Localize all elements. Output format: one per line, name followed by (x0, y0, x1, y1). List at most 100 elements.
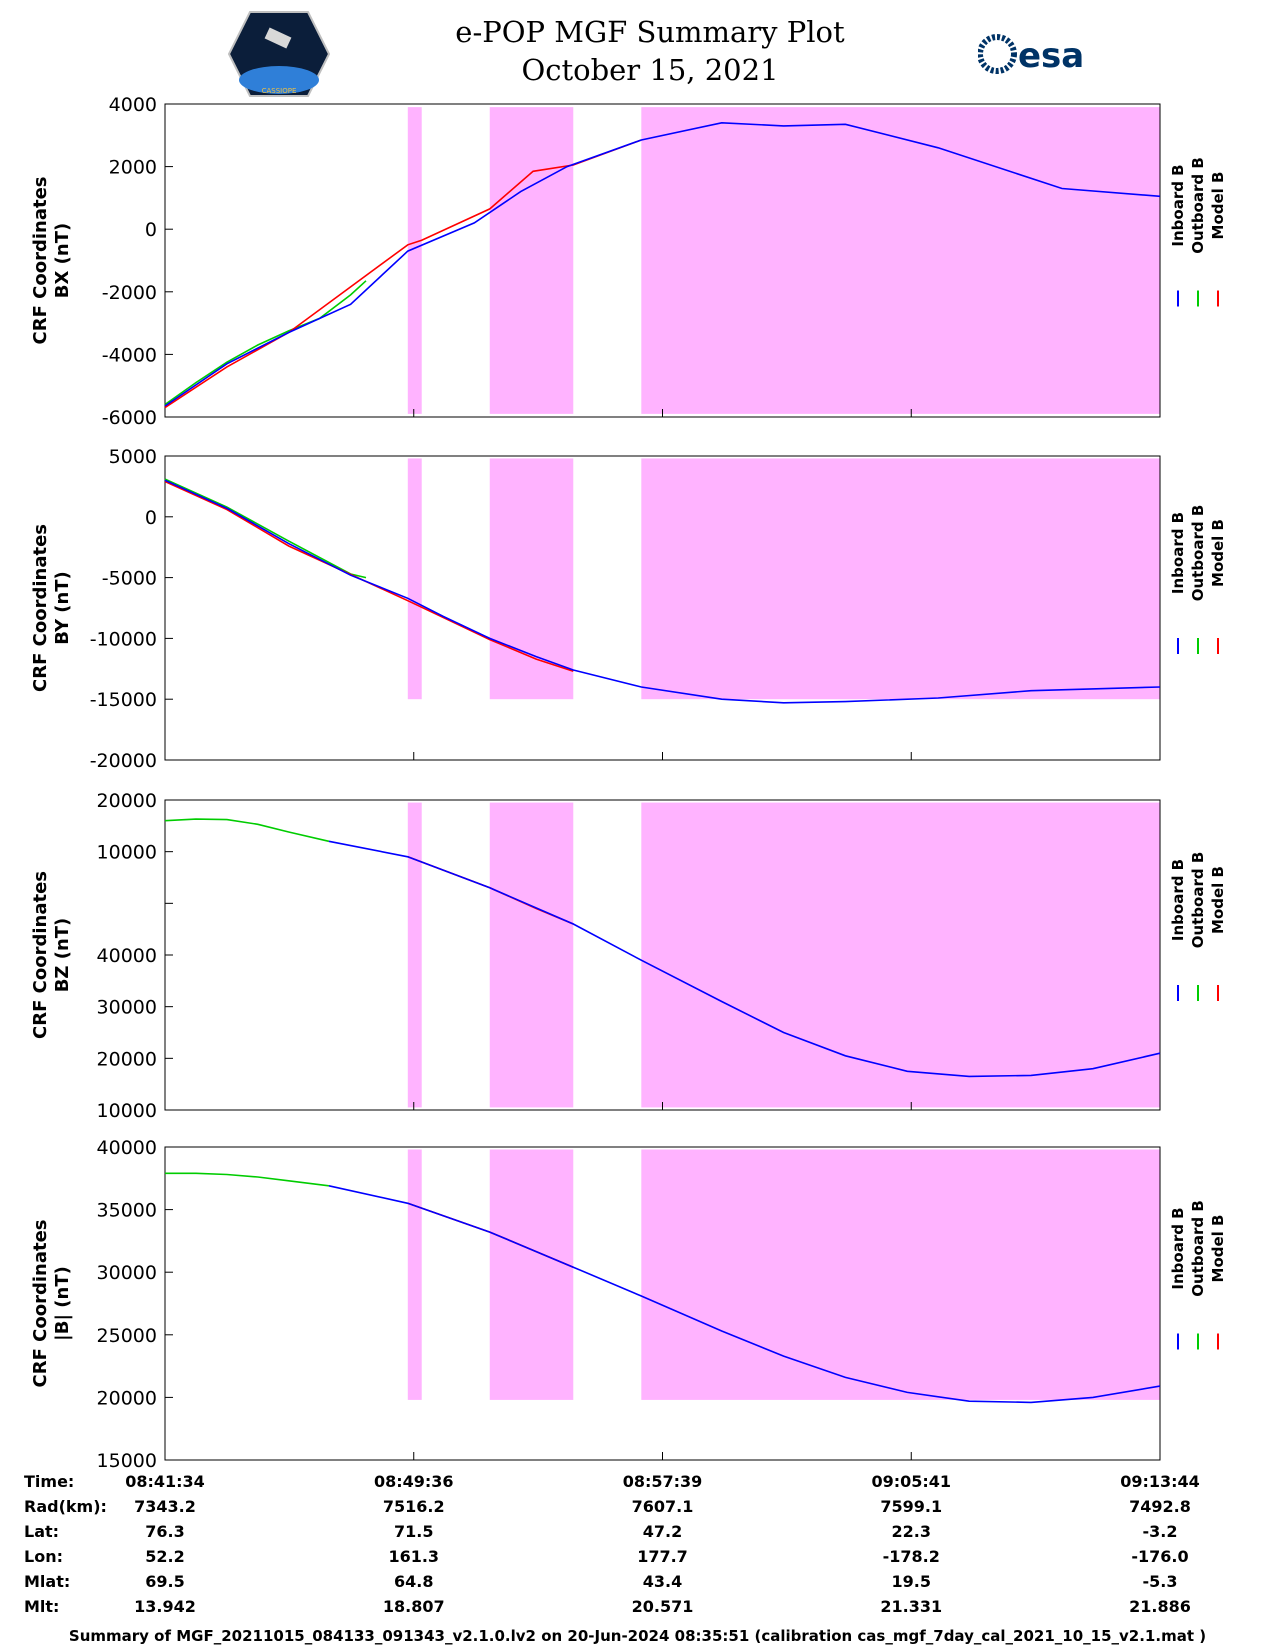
y-tick-label: 2000 (109, 157, 157, 179)
series-line-model-b (164, 480, 574, 672)
ephemeris-value: 177.7 (637, 1547, 688, 1566)
series-line-model-b (164, 139, 642, 409)
y-tick-label: 5000 (109, 446, 157, 468)
y-axis-label-line-1: CRF Coordinates (30, 524, 51, 692)
y-tick-label: 20000 (97, 790, 157, 812)
shaded-interval (489, 1149, 574, 1400)
y-axis-label: CRF CoordinatesBX (nT) (30, 177, 73, 345)
ephemeris-value: 08:49:36 (373, 1472, 454, 1491)
y-tick-label: -4000 (102, 344, 157, 366)
ephemeris-value: 7607.1 (631, 1497, 694, 1516)
ephemeris-value: 47.2 (642, 1522, 683, 1541)
legend-label: Inboard B (1169, 1207, 1187, 1289)
ephemeris-value: 20.571 (631, 1597, 694, 1616)
y-tick-label: 20000 (97, 1048, 157, 1070)
ephemeris-value: 22.3 (891, 1522, 931, 1541)
y-tick-label: 30000 (97, 1262, 157, 1284)
legend-label: Model B (1209, 1215, 1227, 1283)
shaded-interval (641, 802, 1160, 1108)
shaded-interval (407, 1149, 422, 1400)
ephemeris-row-label: Mlt: (24, 1597, 60, 1616)
y-axis-label-line-2: BX (nT) (52, 223, 73, 298)
y-axis-label: CRF Coordinates|B| (nT) (30, 1220, 73, 1388)
shaded-interval (641, 107, 1160, 414)
y-tick-label: -2000 (102, 282, 157, 304)
y-axis-label: CRF CoordinatesBZ (nT) (30, 871, 73, 1039)
shaded-interval (407, 802, 422, 1108)
ephemeris-value: 13.942 (134, 1597, 196, 1616)
ephemeris-value: 09:05:41 (871, 1472, 952, 1491)
ephemeris-row-label: Lat: (24, 1522, 60, 1541)
series-line-outboard-b (164, 478, 367, 579)
y-tick-label: 40000 (97, 945, 157, 967)
ephemeris-value: 19.5 (891, 1572, 931, 1591)
shaded-interval (407, 107, 422, 414)
y-tick-label: -10000 (90, 628, 157, 650)
y-tick-label: -15000 (90, 689, 157, 711)
ephemeris-value: 7516.2 (382, 1497, 445, 1516)
ephemeris-value: 08:57:39 (622, 1472, 703, 1491)
shaded-interval (641, 458, 1160, 700)
panel-1: 4000 2000 0 -2000 -4000 -6000 CRF CoordinatesB… (30, 94, 1227, 429)
y-axis-label-line-2: BZ (nT) (52, 918, 73, 993)
ephemeris-value: -3.2 (1142, 1522, 1178, 1541)
ephemeris-value: -178.2 (882, 1547, 940, 1566)
cassiope-logo: CASSIOPE (228, 11, 330, 97)
legend-label: Outboard B (1189, 505, 1207, 602)
series-line-inboard-b (164, 121, 1161, 407)
ephemeris-value: 43.4 (642, 1572, 683, 1591)
ephemeris-value: 69.5 (145, 1572, 185, 1591)
y-tick-label: 30000 (97, 997, 157, 1019)
ephemeris-value: 64.8 (394, 1572, 434, 1591)
y-tick-label: 40000 (97, 1137, 157, 1159)
y-tick-label: 0 (145, 219, 157, 241)
y-tick-label: 10000 (97, 1100, 157, 1122)
series-line-outboard-b (165, 1172, 329, 1187)
y-tick-label: 35000 (97, 1200, 157, 1222)
satellite-icon (264, 27, 292, 49)
ephemeris-row-label: Mlat: (24, 1572, 71, 1591)
ephemeris-value: 76.3 (145, 1522, 185, 1541)
y-tick-label: -20000 (90, 750, 157, 772)
panel-2: 5000 0 -5000 -10000 -15000 -20000 CRF Coordina… (30, 446, 1227, 772)
shaded-interval (489, 802, 574, 1108)
legend-label: Model B (1209, 172, 1227, 240)
legend-label: Model B (1209, 519, 1227, 587)
y-axis-label-line-1: CRF Coordinates (30, 177, 51, 345)
y-axis-label-line-2: BY (nT) (52, 571, 73, 645)
y-tick-label: 0 (145, 507, 157, 529)
legend-label: Inboard B (1169, 164, 1187, 246)
ephemeris-value: 7343.2 (134, 1497, 196, 1516)
series-line-outboard-b (164, 280, 367, 406)
shaded-interval (407, 458, 422, 700)
ephemeris-value: 7599.1 (880, 1497, 943, 1516)
ephemeris-row-label: Lon: (24, 1547, 63, 1566)
ephemeris-row-label: Time: (24, 1472, 75, 1491)
esa-logo-mark (978, 34, 1017, 74)
legend-label: Outboard B (1189, 157, 1207, 254)
title-line-1: e-POP MGF Summary Plot (455, 15, 845, 49)
panel-4: 40000 35000 30000 25000 20000 15000 CRF Coordi… (30, 1137, 1227, 1472)
series-line-outboard-b (164, 818, 330, 843)
y-axis-label-line-1: CRF Coordinates (30, 871, 51, 1039)
ephemeris-value: -176.0 (1131, 1547, 1189, 1566)
ephemeris-value: 161.3 (388, 1547, 440, 1566)
ephemeris-value: 21.331 (880, 1597, 943, 1616)
esa-logo: esa (978, 34, 1084, 76)
esa-logo-text: esa (1018, 36, 1084, 76)
shaded-interval (489, 458, 574, 700)
y-tick-label: -5000 (102, 568, 157, 590)
ephemeris-value: 71.5 (394, 1522, 434, 1541)
ephemeris-value: 09:13:44 (1120, 1472, 1200, 1491)
ephemeris-value: 08:41:34 (125, 1472, 205, 1491)
y-tick-label: 15000 (97, 1450, 157, 1472)
series-line-inboard-b (328, 1185, 1161, 1404)
series-line-inboard-b (328, 840, 1161, 1078)
y-tick-label: 10000 (97, 842, 157, 864)
ephemeris-value: -5.3 (1142, 1572, 1178, 1591)
legend-label: Inboard B (1169, 512, 1187, 594)
ephemeris-row-label: Rad(km): (24, 1497, 107, 1516)
cassiope-logo-text: CASSIOPE (262, 87, 297, 95)
y-axis-label-line-1: CRF Coordinates (30, 1220, 51, 1388)
